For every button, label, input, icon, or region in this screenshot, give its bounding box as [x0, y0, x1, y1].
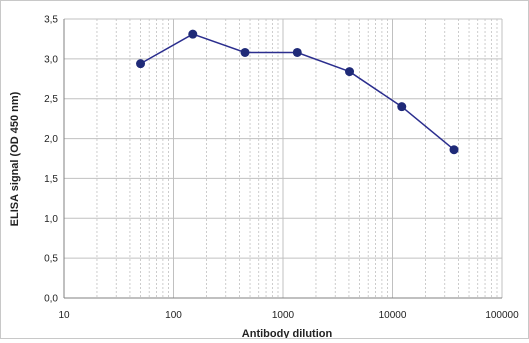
data-point [136, 59, 146, 69]
data-point [449, 145, 459, 155]
grid-lines [63, 18, 503, 299]
tick-labels: 0,0 0,5 1,0 1,5 2,0 2,5 3,0 3,5 10 100 1000 10000 10… [44, 15, 519, 322]
x-tick-label: 10 [58, 310, 70, 321]
y-tick-label: 1,0 [44, 214, 58, 225]
y-tick-label: 2,0 [44, 134, 58, 145]
y-tick-label: 3,5 [44, 15, 58, 26]
y-tick-label: 1,5 [44, 174, 58, 185]
data-point [240, 47, 250, 57]
y-tick-label: 2,5 [44, 94, 58, 105]
x-tick-label: 100 [165, 310, 182, 321]
y-axis-title: ELISA signal (OD 450 nm) [9, 91, 21, 226]
y-tick-label: 3,0 [44, 54, 58, 65]
data-series [136, 29, 459, 155]
x-tick-label: 100000 [485, 310, 519, 321]
x-axis-title: Antibody dilution [242, 328, 333, 338]
axes [63, 19, 502, 299]
data-point [292, 47, 302, 57]
data-point [397, 102, 407, 112]
data-point [345, 67, 355, 77]
y-tick-label: 0,5 [44, 254, 58, 265]
x-tick-label: 1000 [272, 310, 295, 321]
elisa-line-chart: 0,0 0,5 1,0 1,5 2,0 2,5 3,0 3,5 10 100 1000 10000 10… [9, 15, 519, 341]
y-tick-label: 0,0 [44, 294, 58, 305]
data-point [188, 29, 198, 39]
x-tick-label: 10000 [379, 310, 407, 321]
